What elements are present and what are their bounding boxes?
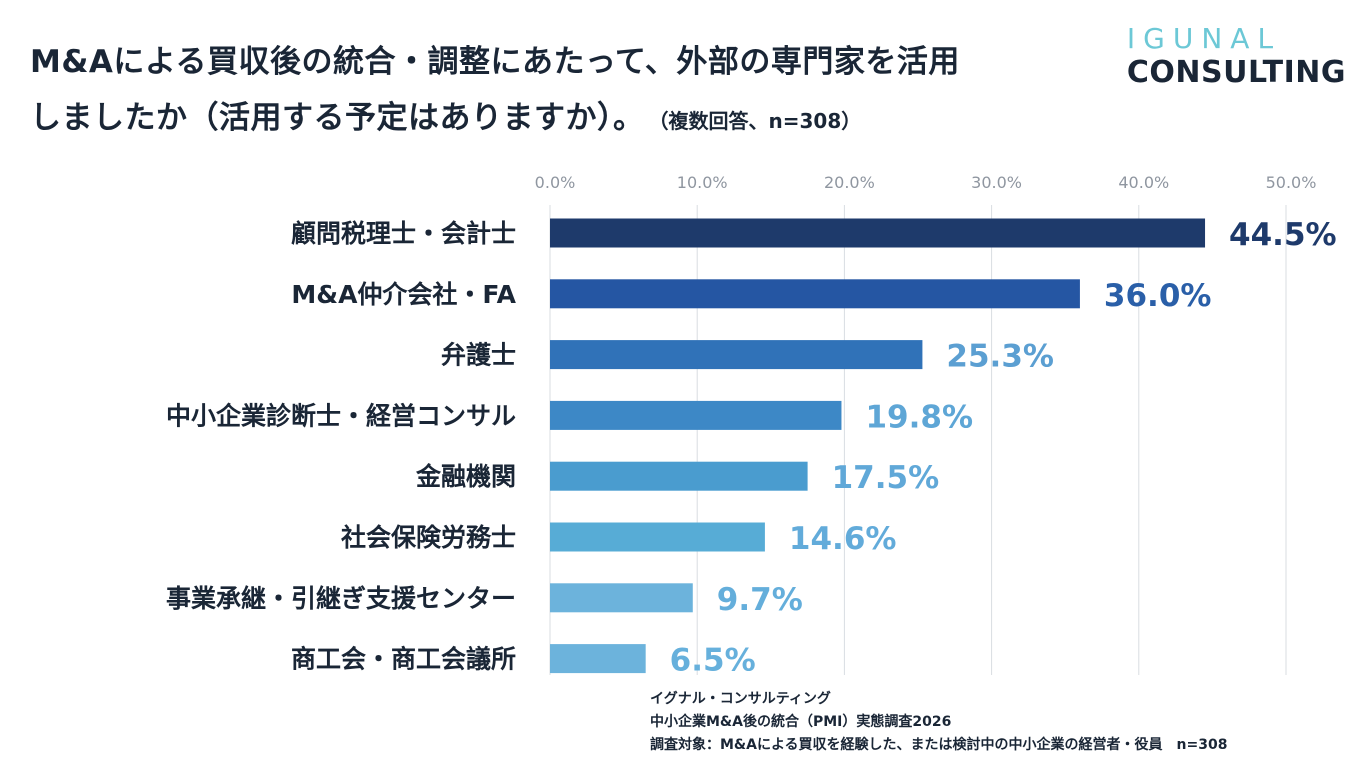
bar [550,644,646,674]
x-tick-label: 10.0% [677,173,728,192]
bar [550,218,1206,248]
bar [550,461,808,491]
data-label: 44.5% [1229,217,1337,253]
title-line-2-text: しましたか（活用する予定はありますか）。 [30,100,645,136]
category-label: 事業承継・引継ぎ支援センター [166,584,516,613]
source-line-3: 調査対象：M&Aによる買収を経験した、または検討中の中小企業の経営者・役員 n=… [650,737,1228,753]
x-tick-label: 40.0% [1118,173,1169,192]
data-label: 14.6% [789,521,897,557]
data-label: 9.7% [717,582,803,618]
data-label: 19.8% [865,399,973,435]
title-line-2: しましたか（活用する予定はありますか）。 （複数回答、n=308） [30,90,1070,149]
bar [550,400,842,430]
data-label: 36.0% [1104,278,1212,314]
bar [550,340,923,370]
title-line-1: M&Aによる買収後の統合・調整にあたって、外部の専門家を活用 [30,44,960,80]
category-label: 中小企業診断士・経営コンサル [166,401,516,430]
source-line-2: 中小企業M&A後の統合（PMI）実態調査2026 [650,714,952,730]
category-label: 顧問税理士・会計士 [291,219,516,248]
logo-line-1: IGUNAL [1126,22,1282,55]
x-tick-label: 30.0% [971,173,1022,192]
category-label: 金融機関 [415,462,516,491]
source-note: イグナル・コンサルティング 中小企業M&A後の統合（PMI）実態調査2026 調… [650,688,1360,757]
company-logo: IGUNAL CONSULTING [1127,22,1346,90]
bar [550,279,1080,309]
x-tick-label: 0.0% [535,173,576,192]
title-note: （複数回答、n=308） [658,109,862,133]
logo-line-2: CONSULTING [1126,55,1346,90]
x-tick-label: 20.0% [824,173,875,192]
x-tick-label: 50.0% [1266,173,1317,192]
chart-title: M&Aによる買収後の統合・調整にあたって、外部の専門家を活用 しましたか（活用す… [30,34,1070,149]
data-label: 17.5% [832,460,940,496]
data-label: 25.3% [946,339,1054,375]
category-label: M&A仲介会社・FA [291,280,516,309]
bar [550,583,693,613]
category-label: 商工会・商工会議所 [291,645,516,674]
source-line-1: イグナル・コンサルティング [650,691,831,707]
bar [550,522,765,552]
category-label: 社会保険労務士 [341,523,516,552]
category-label: 弁護士 [441,341,516,370]
data-label: 6.5% [670,643,756,679]
